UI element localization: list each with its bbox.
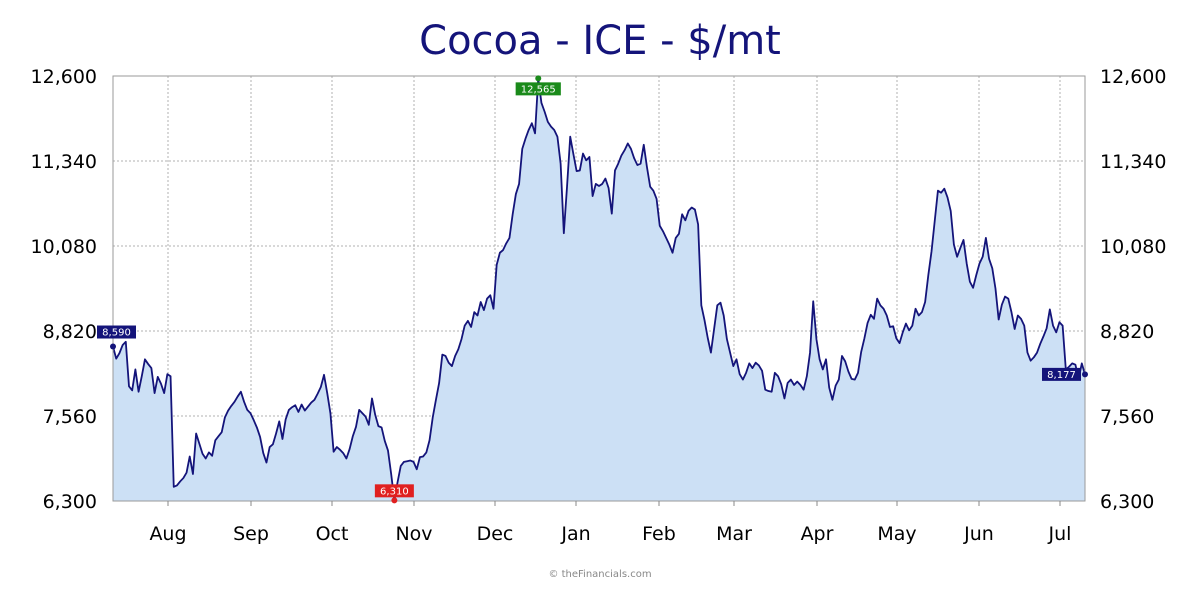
- y-tick-label-left: 7,560: [43, 406, 97, 428]
- x-tick-label: Feb: [642, 523, 676, 545]
- series-line: [112, 77, 1086, 502]
- annotation-dot-high: [535, 75, 542, 82]
- annotation-dot-last: [1082, 371, 1088, 378]
- x-tick-label: Jan: [560, 523, 590, 545]
- annotation-label-start: 8,590: [102, 328, 131, 339]
- x-tick-label: Aug: [149, 523, 186, 545]
- source-credit: © theFinancials.com: [548, 569, 652, 580]
- y-tick-label-left: 6,300: [43, 491, 97, 513]
- annotation-dot-low: [391, 497, 398, 504]
- y-tick-label-left: 8,820: [43, 321, 97, 343]
- x-tick-label: May: [877, 523, 916, 545]
- plot-frame: [112, 75, 1086, 502]
- annotation-label-last: 8,177: [1047, 370, 1076, 381]
- x-tick-label: Mar: [716, 523, 752, 545]
- annotation-label-high: 12,565: [521, 84, 556, 95]
- x-tick-label: Sep: [233, 523, 269, 545]
- y-tick-label-right: 12,600: [1100, 66, 1166, 88]
- series-area-fill: [113, 78, 1085, 502]
- y-tick-label-left: 11,340: [31, 151, 97, 173]
- y-tick-label-left: 10,080: [31, 236, 97, 258]
- y-tick-label-right: 8,820: [1100, 321, 1154, 343]
- price-annotations: 8,590 12,565 6,310 8,177: [97, 75, 1088, 504]
- x-tick-label: Jun: [963, 523, 994, 545]
- series-area-layer: [112, 77, 1086, 502]
- x-tick-label: Apr: [801, 523, 834, 545]
- annotation-dot-start: [110, 343, 116, 350]
- annotation-box-start: [97, 325, 136, 339]
- axis-ticks: Aug Sep Oct Nov Dec Jan Feb Mar Apr May Jun Jul 6,30…: [31, 66, 1167, 545]
- x-tick-label: Dec: [477, 523, 514, 545]
- y-tick-label-right: 7,560: [1100, 406, 1154, 428]
- chart-title: Cocoa - ICE - $/mt: [419, 18, 781, 64]
- y-tick-label-right: 11,340: [1100, 151, 1166, 173]
- x-tick-label: Nov: [395, 523, 432, 545]
- y-tick-label-right: 6,300: [1100, 491, 1154, 513]
- annotation-box-low: [374, 484, 414, 498]
- plot-border: [112, 75, 1086, 502]
- annotation-box-last: [1042, 367, 1081, 381]
- y-tick-label-left: 12,600: [31, 66, 97, 88]
- annotation-label-low: 6,310: [380, 486, 409, 497]
- x-tick-label: Jul: [1048, 523, 1072, 545]
- y-tick-label-right: 10,080: [1100, 236, 1166, 258]
- annotation-box-high: [515, 82, 561, 96]
- x-tick-label: Oct: [316, 523, 349, 545]
